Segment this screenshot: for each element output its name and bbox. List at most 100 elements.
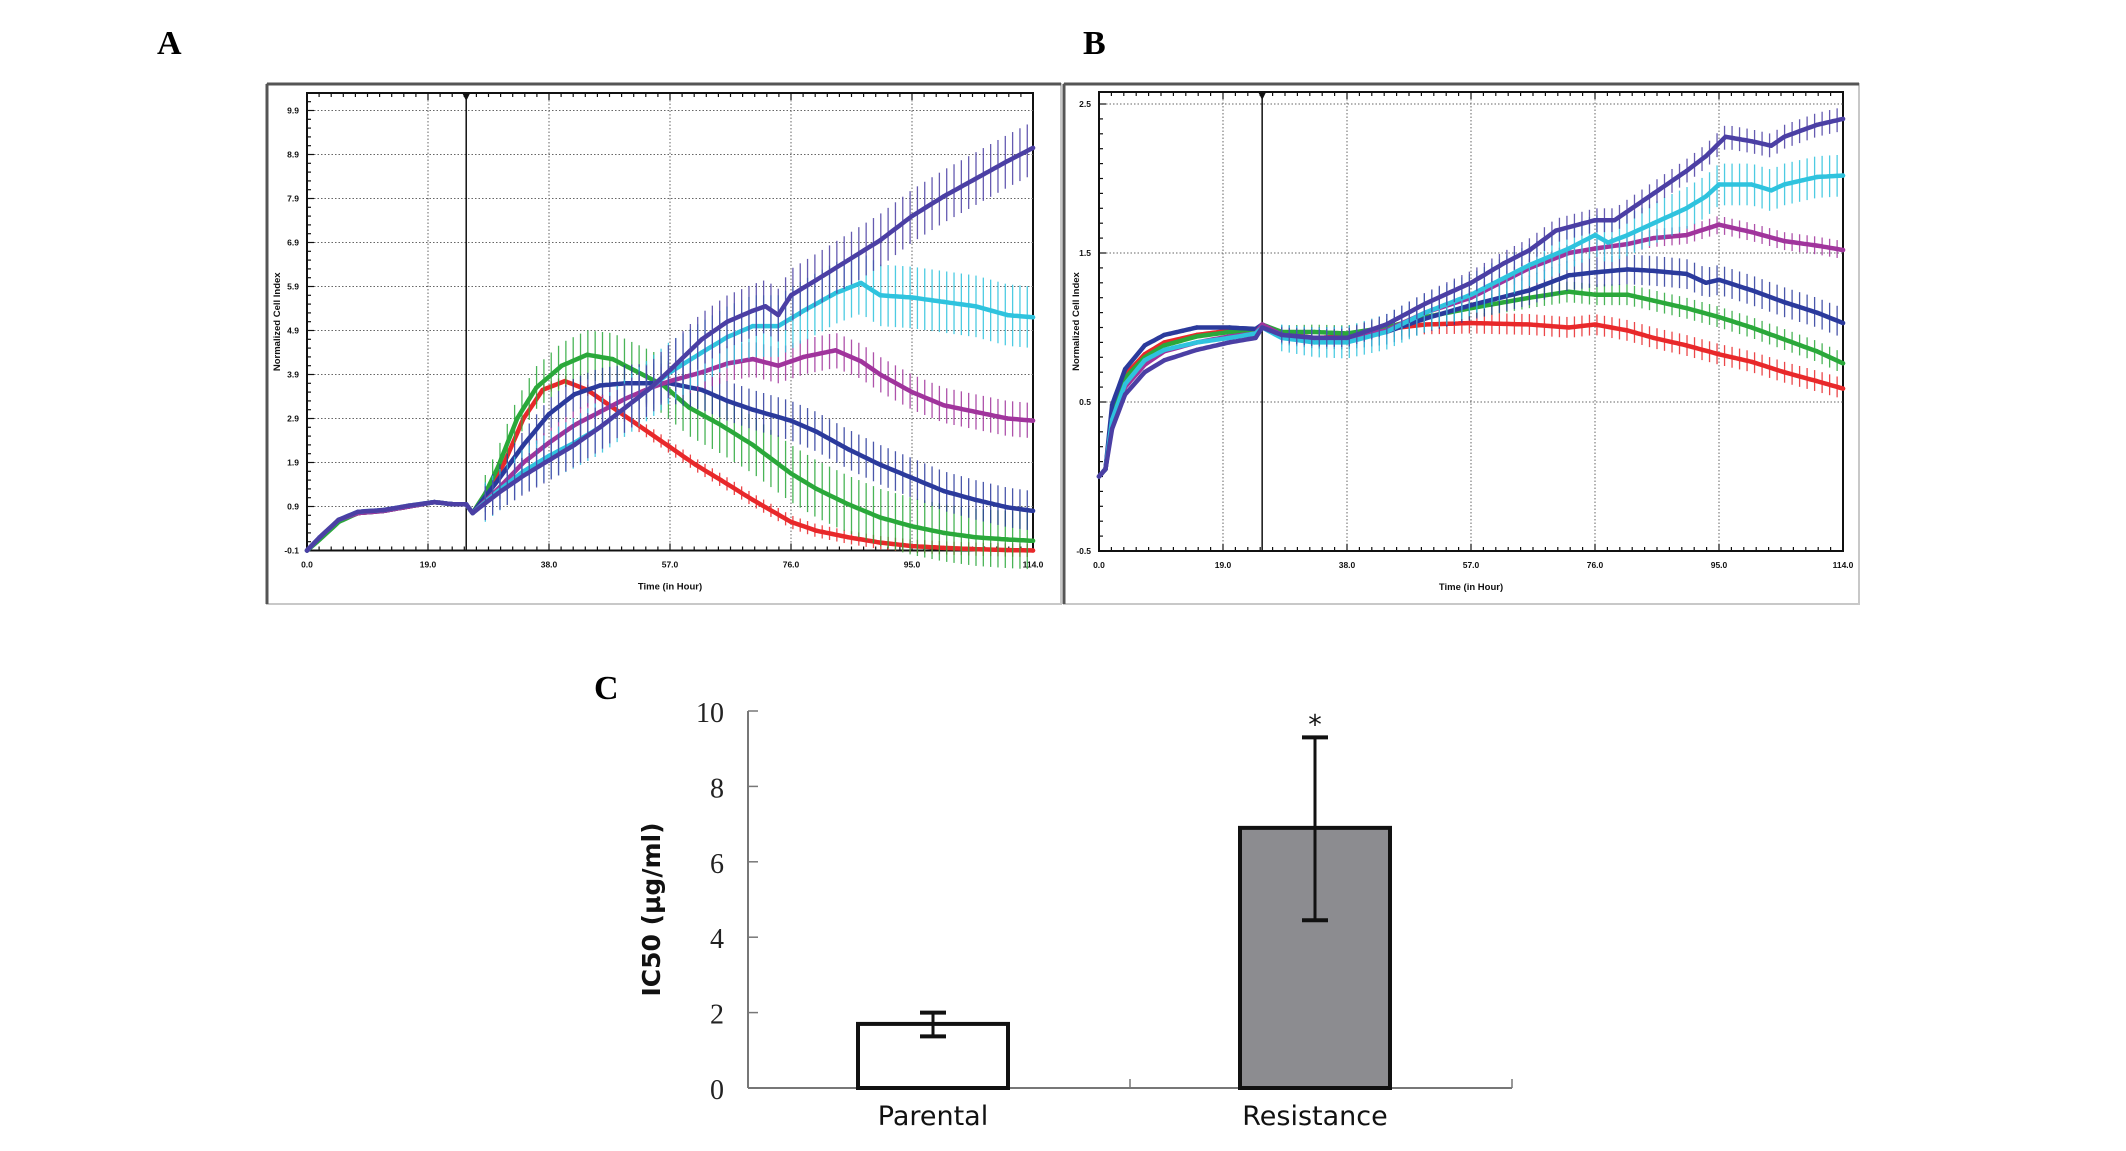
data-point [1096, 474, 1102, 479]
x-category-label: Resistance [1242, 1101, 1388, 1132]
data-point [1005, 312, 1010, 318]
data-point [877, 372, 883, 377]
data-point [1162, 340, 1167, 345]
data-point [1625, 232, 1630, 238]
data-point [381, 508, 386, 514]
data-point [470, 510, 475, 516]
data-point [1684, 232, 1689, 238]
data-point [1840, 173, 1846, 178]
data-point [1383, 326, 1389, 332]
data-point [336, 519, 342, 525]
data-point [1103, 466, 1108, 472]
data-point [304, 548, 310, 553]
data-point [495, 464, 501, 470]
data-point [814, 486, 819, 492]
data-point [1312, 335, 1317, 341]
data-point [470, 510, 475, 516]
data-point [1553, 228, 1559, 233]
data-point [470, 510, 475, 516]
data-point [941, 545, 947, 551]
data-point [725, 319, 730, 324]
series-line [1096, 320, 1846, 479]
data-point [451, 502, 456, 507]
data-point [1383, 329, 1389, 335]
data-point [432, 499, 437, 505]
data-point [1501, 261, 1506, 266]
data-point [406, 504, 412, 509]
data-point [877, 238, 883, 243]
panel-label-a: A [157, 25, 182, 62]
x-tick-label: 114.0 [1023, 560, 1044, 570]
data-point [1612, 218, 1617, 223]
data-point [381, 508, 386, 514]
data-point [1527, 322, 1532, 327]
data-point [1103, 466, 1108, 472]
data-point [1109, 411, 1115, 417]
data-point [686, 405, 692, 410]
series-line [1096, 289, 1846, 479]
series-line [304, 381, 1036, 553]
data-point [1625, 267, 1630, 272]
data-point [1423, 322, 1428, 327]
y-tick-label: 2.5 [1079, 99, 1091, 109]
data-point [1259, 322, 1265, 327]
data-point [750, 356, 755, 362]
data-point [801, 354, 806, 360]
data-point [572, 392, 577, 397]
data-point [1383, 329, 1389, 335]
data-point [877, 462, 883, 467]
y-tick-label: 6 [710, 849, 724, 880]
data-point [1814, 349, 1820, 354]
data-point [1194, 334, 1200, 339]
data-point [623, 396, 628, 401]
bar-parental [856, 1021, 1010, 1090]
y-tick-label: 8.9 [287, 150, 299, 160]
data-point [1527, 247, 1532, 253]
series-red [1096, 312, 1846, 479]
data-point [1312, 335, 1317, 341]
data-point [1162, 343, 1167, 348]
data-point [540, 387, 545, 393]
data-point [1625, 292, 1630, 297]
data-point [1716, 314, 1722, 320]
data-point [1625, 241, 1630, 247]
data-point [699, 350, 705, 355]
data-point [1253, 328, 1258, 333]
series-red [304, 376, 1036, 558]
series-magenta [1096, 216, 1846, 479]
data-point [909, 543, 915, 549]
data-point [1103, 466, 1108, 472]
x-tick-label: 114.0 [1833, 560, 1854, 570]
data-point [432, 499, 437, 505]
data-point [1344, 331, 1350, 336]
data-point [973, 497, 978, 503]
data-point [801, 308, 806, 313]
data-point [973, 304, 978, 309]
data-point [464, 502, 469, 507]
data-point [1162, 347, 1167, 353]
data-point [1279, 332, 1284, 338]
data-point [1122, 367, 1128, 372]
y-axis-title: Normalized Cell Index [272, 272, 283, 371]
data-point [521, 473, 526, 478]
data-point [546, 458, 552, 463]
data-point [597, 409, 603, 415]
data-point [1749, 182, 1754, 187]
data-point [1122, 372, 1128, 378]
data-point [562, 378, 568, 384]
chart-frame [266, 83, 1062, 605]
data-point [1109, 420, 1115, 426]
data-point [1279, 332, 1284, 338]
data-point [1651, 268, 1656, 274]
data-point [1194, 340, 1200, 345]
x-tick-label: 38.0 [1339, 560, 1356, 570]
data-point [1194, 340, 1200, 345]
y-tick-label: 0 [710, 1075, 724, 1106]
series-line [304, 145, 1036, 553]
y-tick-label: 0.9 [287, 502, 299, 512]
data-point [1703, 153, 1709, 159]
data-point [470, 510, 475, 516]
plot-area [306, 92, 1034, 552]
data-point [1227, 334, 1232, 339]
y-tick-label: 4 [710, 924, 724, 955]
